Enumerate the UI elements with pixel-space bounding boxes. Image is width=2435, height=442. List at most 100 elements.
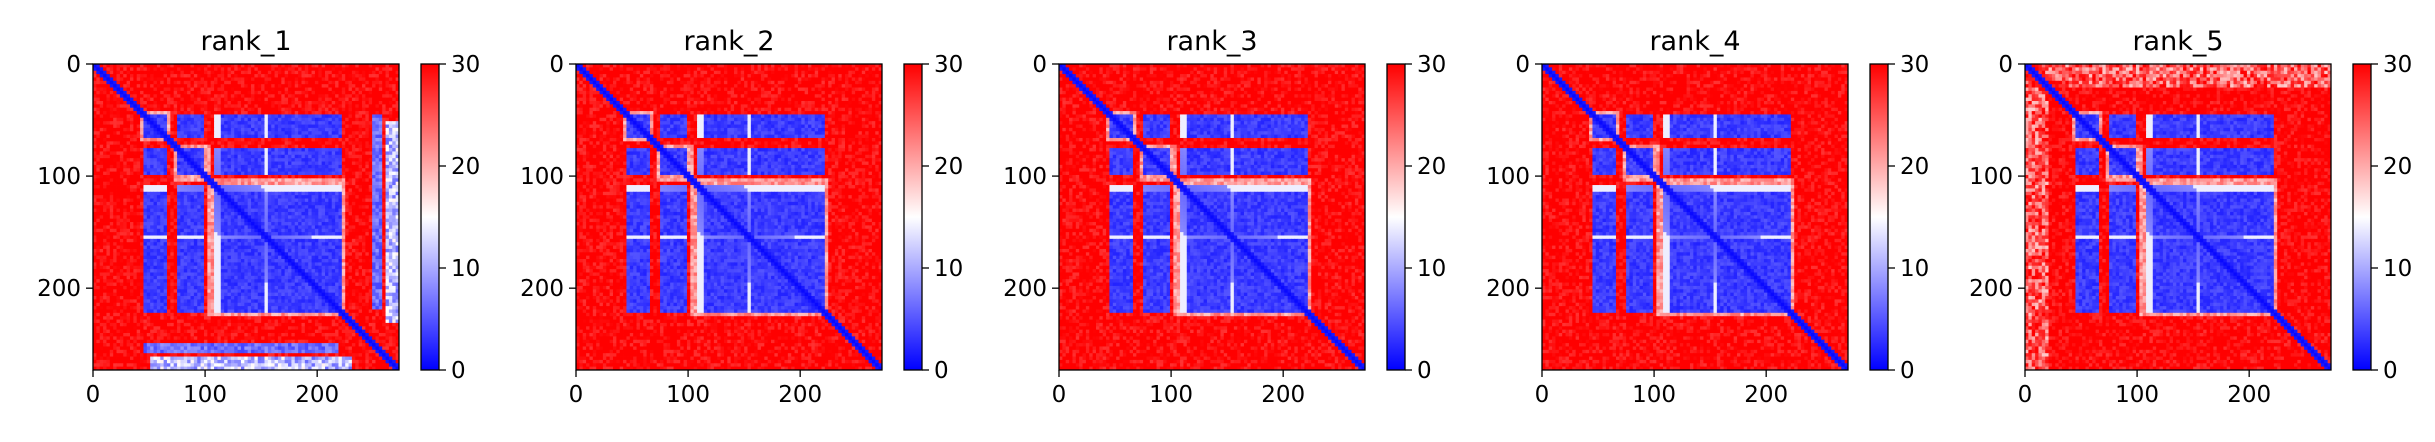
heatmap-cell — [187, 84, 191, 88]
heatmap-cell — [281, 74, 285, 78]
heatmap-cell — [130, 118, 134, 122]
heatmap-cell — [197, 108, 201, 112]
heatmap-cell — [211, 98, 215, 102]
heatmap-cell — [244, 71, 248, 75]
heatmap-cell — [170, 121, 174, 125]
heatmap-cell — [379, 94, 383, 98]
heatmap-cell — [291, 108, 295, 112]
heatmap-cell — [291, 111, 295, 115]
heatmap-cell — [174, 135, 178, 139]
heatmap-cell — [369, 71, 373, 75]
heatmap-cell — [254, 104, 258, 108]
heatmap-cell — [281, 128, 285, 132]
heatmap-cell — [137, 141, 141, 145]
heatmap-cell — [244, 108, 248, 112]
heatmap-cell — [143, 118, 147, 122]
heatmap-cell — [342, 91, 346, 95]
heatmap-cell — [120, 118, 124, 122]
heatmap-cell — [325, 98, 329, 102]
heatmap-cell — [315, 121, 319, 125]
heatmap-cell — [308, 98, 312, 102]
heatmap-cell — [194, 108, 198, 112]
heatmap-cell — [238, 98, 242, 102]
heatmap-cell — [123, 131, 127, 135]
heatmap-cell — [275, 77, 279, 81]
heatmap-cell — [120, 114, 124, 118]
heatmap-cell — [275, 135, 279, 139]
heatmap-cell — [140, 88, 144, 92]
heatmap-cell — [325, 131, 329, 135]
heatmap-cell — [315, 114, 319, 118]
heatmap-cell — [150, 131, 154, 135]
heatmap-cell — [177, 118, 181, 122]
heatmap-cell — [120, 101, 124, 105]
heatmap-cell — [180, 88, 184, 92]
heatmap-cell — [318, 118, 322, 122]
heatmap-cell — [322, 104, 326, 108]
heatmap-cell — [301, 135, 305, 139]
heatmap-cell — [308, 104, 312, 108]
heatmap-cell — [167, 71, 171, 75]
heatmap-cell — [325, 111, 329, 115]
heatmap-cell — [288, 98, 292, 102]
heatmap-cell — [184, 131, 188, 135]
heatmap-cell — [244, 74, 248, 78]
heatmap-cell — [372, 108, 376, 112]
heatmap-cell — [120, 74, 124, 78]
heatmap-cell — [389, 121, 393, 125]
heatmap-cell — [164, 138, 168, 142]
heatmap-cell — [184, 67, 188, 71]
heatmap-cell — [143, 81, 147, 85]
heatmap-cell — [278, 74, 282, 78]
heatmap-cell — [305, 77, 309, 81]
heatmap-cell — [147, 104, 151, 108]
heatmap-cell — [382, 101, 386, 105]
heatmap-cell — [335, 131, 339, 135]
heatmap-cell — [305, 91, 309, 95]
heatmap-cell — [258, 135, 262, 139]
heatmap-cell — [372, 125, 376, 129]
heatmap-cell — [127, 81, 131, 85]
heatmap-cell — [258, 101, 262, 105]
heatmap-cell — [315, 94, 319, 98]
heatmap-cell — [392, 74, 396, 78]
heatmap-cell — [96, 141, 100, 145]
heatmap-cell — [117, 94, 121, 98]
heatmap-cell — [285, 135, 289, 139]
heatmap-cell — [160, 67, 164, 71]
heatmap-cell — [328, 128, 332, 132]
heatmap-cell — [335, 84, 339, 88]
heatmap-cell — [248, 131, 252, 135]
heatmap-cell — [271, 67, 275, 71]
heatmap-cell — [322, 114, 326, 118]
heatmap-cell — [372, 77, 376, 81]
heatmap-cell — [278, 135, 282, 139]
heatmap-cell — [278, 71, 282, 75]
heatmap-cell — [133, 91, 137, 95]
heatmap-cell — [221, 71, 225, 75]
heatmap-cell — [137, 104, 141, 108]
heatmap-cell — [312, 77, 316, 81]
heatmap-cell — [308, 131, 312, 135]
heatmap-cell — [338, 104, 342, 108]
heatmap-cell — [130, 125, 134, 129]
heatmap-cell — [288, 71, 292, 75]
heatmap-cell — [335, 125, 339, 129]
heatmap-cell — [157, 84, 161, 88]
heatmap-cell — [120, 91, 124, 95]
heatmap-cell — [328, 98, 332, 102]
heatmap-cell — [389, 74, 393, 78]
heatmap-cell — [140, 77, 144, 81]
heatmap-cell — [224, 131, 228, 135]
heatmap-cell — [241, 131, 245, 135]
heatmap-cell — [234, 98, 238, 102]
heatmap-cell — [231, 91, 235, 95]
heatmap-cell — [352, 128, 356, 132]
heatmap-cell — [362, 118, 366, 122]
heatmap-cell — [379, 111, 383, 115]
heatmap-cell — [96, 125, 100, 129]
heatmap-cell — [154, 128, 158, 132]
heatmap-cell — [103, 108, 107, 112]
heatmap-cell — [312, 91, 316, 95]
heatmap-cell — [234, 91, 238, 95]
